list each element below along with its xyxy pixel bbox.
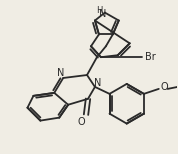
Text: N: N	[57, 68, 64, 78]
Text: H: H	[96, 6, 102, 15]
Text: Br: Br	[145, 52, 156, 62]
Text: N: N	[94, 78, 102, 88]
Text: O: O	[161, 82, 169, 92]
Text: O: O	[77, 117, 85, 127]
Text: N: N	[99, 9, 107, 19]
